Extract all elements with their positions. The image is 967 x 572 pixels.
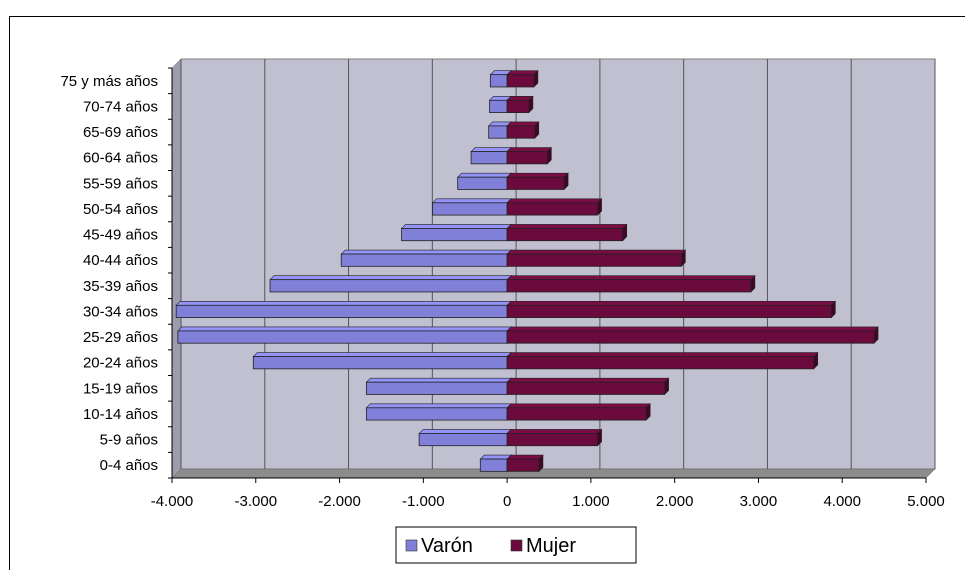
- bar-top-Mujer-9: [507, 224, 627, 228]
- bar-Mujer-3: [507, 382, 665, 394]
- bar-top-Varón-3: [366, 378, 511, 382]
- bar-Varón-13: [489, 126, 507, 138]
- bar-Varón-4: [253, 357, 507, 369]
- bar-Mujer-1: [507, 433, 597, 445]
- x-tick-label-6: 2.000: [656, 493, 694, 510]
- bar-top-Varón-10: [433, 199, 512, 203]
- x-tick-label-5: 1.000: [572, 493, 610, 510]
- y-tick-label-9: 45-49 años: [83, 227, 158, 244]
- bar-top-Varón-6: [176, 301, 511, 305]
- bar-Varón-11: [458, 177, 507, 189]
- bar-top-Mujer-8: [507, 250, 685, 254]
- bar-Mujer-7: [507, 280, 751, 292]
- bar-Varón-12: [471, 152, 507, 164]
- legend-swatch-0: [406, 540, 417, 551]
- bar-top-Mujer-13: [507, 122, 539, 126]
- bar-top-Varón-12: [471, 148, 511, 152]
- y-tick-label-11: 55-59 años: [83, 175, 158, 192]
- bar-top-Mujer-3: [507, 378, 669, 382]
- y-tick-label-15: 75 y más años: [60, 73, 158, 90]
- bar-Varón-15: [490, 75, 507, 87]
- bar-top-Varón-7: [270, 276, 511, 280]
- bar-top-Varón-1: [419, 429, 511, 433]
- y-tick-label-4: 20-24 años: [83, 355, 158, 372]
- bar-top-Varón-9: [402, 224, 512, 228]
- y-tick-label-2: 10-14 años: [83, 406, 158, 423]
- y-tick-label-10: 50-54 años: [83, 201, 158, 218]
- bar-top-Mujer-0: [507, 455, 543, 459]
- bar-top-Varón-5: [178, 327, 511, 331]
- bar-top-Varón-4: [253, 353, 511, 357]
- bar-Mujer-10: [507, 203, 597, 215]
- y-tick-label-14: 70-74 años: [83, 98, 158, 115]
- bar-Varón-6: [176, 305, 507, 317]
- bar-Mujer-0: [507, 459, 539, 471]
- bar-top-Varón-2: [366, 404, 511, 408]
- y-tick-label-3: 15-19 años: [83, 380, 158, 397]
- bar-Mujer-11: [507, 177, 564, 189]
- bar-top-Mujer-4: [507, 353, 818, 357]
- y-tick-label-8: 40-44 años: [83, 252, 158, 269]
- bar-top-Mujer-6: [507, 301, 835, 305]
- bar-top-Varón-0: [480, 455, 511, 459]
- legend-swatch-1: [511, 540, 522, 551]
- bar-Mujer-2: [507, 408, 646, 420]
- x-tick-label-4: 0: [503, 493, 511, 510]
- y-tick-label-0: 0-4 años: [100, 457, 158, 474]
- x-tick-label-0: -4.000: [151, 493, 194, 510]
- bar-Varón-10: [433, 203, 508, 215]
- bar-Varón-7: [270, 280, 507, 292]
- bar-top-Mujer-5: [507, 327, 878, 331]
- bar-top-Mujer-10: [507, 199, 601, 203]
- bar-Varón-8: [341, 254, 507, 266]
- plot-left-wall: [172, 59, 181, 478]
- bar-Mujer-8: [507, 254, 681, 266]
- x-tick-label-8: 4.000: [823, 493, 861, 510]
- x-tick-label-7: 3.000: [740, 493, 778, 510]
- bar-Varón-9: [402, 228, 508, 240]
- bar-Mujer-14: [507, 100, 529, 112]
- bar-Varón-2: [366, 408, 507, 420]
- bar-top-Mujer-2: [507, 404, 650, 408]
- bar-Mujer-5: [507, 331, 874, 343]
- legend-label-0: Varón: [421, 535, 473, 557]
- x-tick-label-1: -3.000: [235, 493, 278, 510]
- bar-top-Varón-8: [341, 250, 511, 254]
- bar-Mujer-12: [507, 152, 547, 164]
- x-tick-label-3: -1.000: [402, 493, 445, 510]
- bar-top-Mujer-11: [507, 173, 568, 177]
- y-tick-label-13: 65-69 años: [83, 124, 158, 141]
- y-tick-label-12: 60-64 años: [83, 150, 158, 167]
- bar-Mujer-13: [507, 126, 535, 138]
- y-tick-label-7: 35-39 años: [83, 278, 158, 295]
- y-tick-label-5: 25-29 años: [83, 329, 158, 346]
- legend-label-1: Mujer: [526, 535, 576, 557]
- bar-top-Mujer-14: [507, 96, 533, 100]
- bar-top-Mujer-1: [507, 429, 601, 433]
- y-tick-label-6: 30-34 años: [83, 303, 158, 320]
- bar-top-Varón-11: [458, 173, 511, 177]
- bar-Mujer-15: [507, 75, 534, 87]
- bar-Varón-14: [490, 100, 508, 112]
- bar-Mujer-4: [507, 357, 814, 369]
- bar-Mujer-9: [507, 228, 623, 240]
- bar-top-Mujer-15: [507, 71, 538, 75]
- bar-Varón-3: [366, 382, 507, 394]
- y-tick-label-1: 5-9 años: [100, 432, 158, 449]
- bar-Mujer-6: [507, 305, 831, 317]
- bar-Varón-0: [480, 459, 507, 471]
- plot-floor: [172, 469, 935, 478]
- x-tick-label-9: 5.000: [907, 493, 945, 510]
- bar-top-Mujer-12: [507, 148, 551, 152]
- bar-top-Mujer-7: [507, 276, 755, 280]
- bar-Varón-1: [419, 433, 507, 445]
- bar-Varón-5: [178, 331, 507, 343]
- x-tick-label-2: -2.000: [318, 493, 361, 510]
